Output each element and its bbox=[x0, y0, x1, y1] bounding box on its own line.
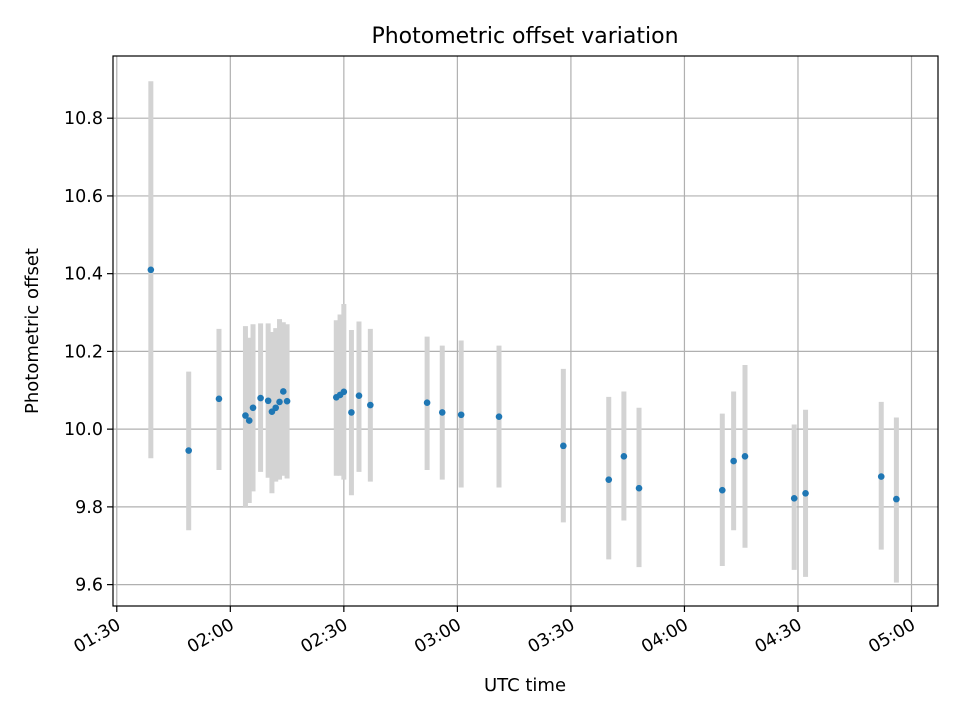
data-point bbox=[340, 388, 348, 396]
data-point bbox=[741, 453, 749, 460]
data-point bbox=[893, 495, 900, 503]
y-tick-label: 9.8 bbox=[75, 498, 103, 518]
y-tick-label: 10.4 bbox=[64, 265, 103, 285]
data-point bbox=[790, 495, 798, 502]
y-tick-label: 10.2 bbox=[64, 342, 103, 362]
y-axis-label: Photometric offset bbox=[22, 248, 43, 414]
data-point bbox=[276, 398, 283, 406]
data-point bbox=[147, 266, 155, 274]
data-point bbox=[560, 442, 567, 450]
data-point bbox=[245, 417, 253, 424]
data-point bbox=[348, 409, 355, 416]
chart-title: Photometric offset variation bbox=[371, 24, 678, 49]
data-point bbox=[257, 394, 264, 402]
data-point bbox=[718, 486, 726, 494]
y-axis-ticks: 9.6 9.8 10.0 10.2 10.4 10.6 10.8 bbox=[64, 109, 113, 596]
data-point bbox=[283, 397, 291, 405]
data-point bbox=[605, 476, 613, 483]
data-point bbox=[730, 457, 737, 465]
data-points bbox=[147, 266, 900, 503]
data-point bbox=[185, 447, 192, 454]
data-point bbox=[215, 395, 223, 403]
data-point bbox=[355, 392, 363, 400]
y-tick-label: 10.0 bbox=[64, 420, 103, 440]
y-tick-label: 10.8 bbox=[64, 109, 103, 129]
plot-frame bbox=[112, 55, 939, 607]
data-point bbox=[272, 404, 280, 412]
data-point bbox=[242, 412, 249, 419]
data-point bbox=[495, 413, 503, 421]
data-point bbox=[635, 484, 643, 492]
data-point bbox=[457, 411, 465, 419]
y-tick-label: 10.6 bbox=[64, 187, 103, 207]
data-point bbox=[438, 409, 446, 416]
y-tick-label: 9.6 bbox=[75, 576, 103, 596]
data-point bbox=[802, 489, 809, 497]
data-point bbox=[264, 397, 272, 405]
data-point bbox=[877, 473, 885, 480]
x-axis-label: UTC time bbox=[484, 675, 566, 696]
data-point bbox=[620, 453, 628, 460]
data-point bbox=[279, 388, 287, 395]
data-point bbox=[367, 401, 374, 409]
data-point bbox=[249, 404, 257, 412]
data-point bbox=[423, 399, 431, 407]
